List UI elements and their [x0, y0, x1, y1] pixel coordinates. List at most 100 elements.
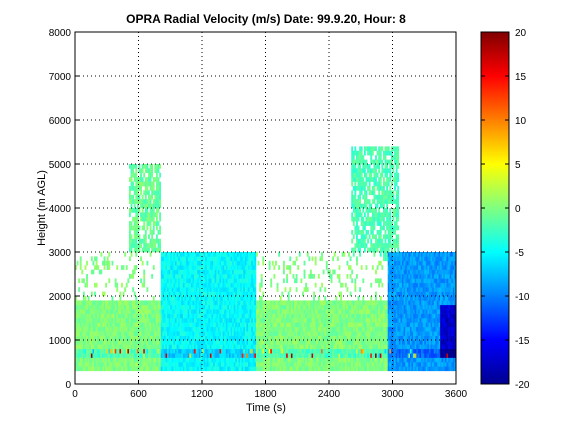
heatmap-cell — [160, 291, 163, 297]
heatmap-cell — [167, 309, 169, 314]
heatmap-cell — [190, 322, 193, 328]
heatmap-cell — [257, 353, 260, 358]
heatmap-cell — [168, 260, 171, 266]
heatmap-cell — [378, 168, 381, 174]
heatmap-cell — [132, 181, 135, 187]
heatmap-cell — [240, 260, 242, 266]
heatmap-cell — [381, 326, 384, 332]
heatmap-cell — [219, 300, 222, 306]
heatmap-cell — [379, 362, 382, 367]
heatmap-cell — [263, 313, 266, 319]
heatmap-cell — [211, 335, 214, 341]
heatmap-cell — [336, 335, 339, 341]
heatmap-cell — [246, 304, 249, 310]
heatmap-cell — [119, 331, 122, 336]
heatmap-cell — [216, 335, 219, 341]
heatmap-cell — [270, 318, 273, 323]
heatmap-cell — [295, 318, 298, 323]
heatmap-cell — [394, 300, 396, 306]
heatmap-cell — [352, 216, 355, 222]
heatmap-cell — [225, 304, 228, 310]
heatmap-cell — [394, 348, 396, 354]
heatmap-cell — [121, 300, 123, 306]
heatmap-cell — [314, 348, 317, 354]
heatmap-cell — [384, 348, 387, 354]
heatmap-cell — [200, 357, 203, 363]
heatmap-cell — [133, 221, 136, 226]
heatmap-cell — [138, 181, 141, 187]
heatmap-cell — [206, 274, 209, 279]
heatmap-cell — [178, 291, 181, 297]
heatmap-cell — [216, 340, 219, 345]
heatmap-cell — [213, 304, 215, 310]
heatmap-cell — [121, 309, 123, 314]
heatmap-cell — [294, 318, 296, 323]
heatmap-cell — [151, 230, 154, 235]
heatmap-cell — [195, 269, 198, 275]
heatmap-cell — [316, 313, 319, 319]
heatmap-cell — [281, 326, 284, 332]
heatmap-cell — [321, 300, 323, 306]
heatmap-cell — [287, 331, 290, 336]
heatmap-cell — [314, 304, 317, 310]
heatmap-cell — [387, 318, 390, 323]
heatmap-cell — [378, 353, 381, 358]
heatmap-cell — [148, 212, 150, 218]
heatmap-cell — [241, 353, 244, 358]
heatmap-cell — [92, 269, 95, 275]
heatmap-cell — [182, 309, 185, 314]
heatmap-cell — [330, 348, 333, 354]
heatmap-cell — [241, 362, 244, 367]
heatmap-cell — [127, 304, 130, 310]
heatmap-cell — [200, 291, 203, 297]
heatmap-cell — [341, 282, 344, 288]
heatmap-cell — [228, 366, 231, 372]
heatmap-cell — [167, 282, 169, 288]
heatmap-cell — [152, 326, 155, 332]
heatmap-cell — [297, 348, 300, 354]
heatmap-cell — [327, 304, 330, 310]
heatmap-cell — [319, 335, 322, 341]
heatmap-cell — [297, 309, 300, 314]
heatmap-cell — [243, 291, 246, 297]
heatmap-cell — [95, 309, 98, 314]
heatmap-cell — [130, 221, 133, 226]
heatmap-cell — [101, 260, 104, 266]
heatmap-cell — [117, 353, 120, 358]
heatmap-cell — [378, 322, 381, 328]
heatmap-cell — [117, 318, 120, 323]
heatmap-cell — [173, 344, 176, 350]
heatmap-cell — [84, 265, 87, 270]
heatmap-cell — [216, 282, 219, 288]
heatmap-cell — [176, 313, 179, 319]
heatmap-cell — [379, 216, 382, 222]
heatmap-cell — [324, 296, 327, 301]
heatmap-cell — [222, 265, 225, 270]
heatmap-cell — [236, 366, 239, 372]
heatmap-cell — [140, 331, 142, 336]
heatmap-cell — [390, 300, 393, 306]
heatmap-cell — [387, 300, 390, 306]
heatmap-cell — [308, 362, 311, 367]
heatmap-cell — [238, 256, 241, 262]
heatmap-cell — [155, 194, 158, 200]
heatmap-cell — [362, 304, 365, 310]
heatmap-cell — [144, 309, 147, 314]
heatmap-cell — [365, 221, 368, 226]
heatmap-cell — [271, 331, 274, 336]
heatmap-cell — [101, 322, 104, 328]
heatmap-cell — [241, 296, 244, 301]
heatmap-cell — [140, 313, 142, 319]
heatmap-cell — [235, 291, 238, 297]
heatmap-cell — [236, 296, 239, 301]
heatmap-cell — [379, 177, 382, 182]
heatmap-cell — [190, 256, 193, 262]
heatmap-cell — [305, 348, 308, 354]
heatmap-cell — [192, 313, 195, 319]
heatmap-cell — [389, 322, 392, 328]
heatmap-cell — [362, 216, 365, 222]
heatmap-cell — [375, 296, 377, 301]
heatmap-cell — [228, 362, 231, 367]
heatmap-cell — [338, 344, 341, 350]
heatmap-cell — [146, 243, 149, 248]
